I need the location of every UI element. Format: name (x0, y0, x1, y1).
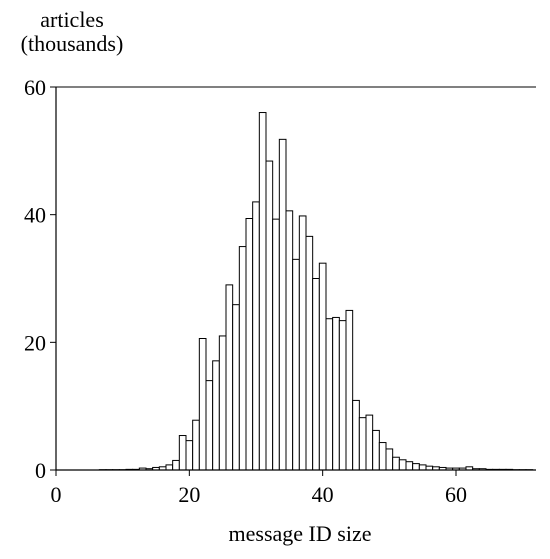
y-axis-label-line-2: (thousands) (20, 31, 124, 56)
histogram-bar (372, 429, 380, 471)
histogram-bar (245, 218, 254, 471)
histogram-bar (185, 440, 194, 471)
histogram-bar (332, 316, 340, 471)
histogram-bar (352, 399, 360, 471)
bars-group (98, 112, 534, 471)
histogram-bar (198, 338, 207, 471)
histogram-bar (378, 442, 387, 471)
y-tick-label: 0 (35, 458, 46, 483)
histogram-bar (345, 309, 354, 471)
histogram-bar (318, 262, 327, 471)
x-tick-label: 0 (51, 482, 62, 507)
histogram-bar (218, 335, 227, 471)
histogram-bar (192, 419, 200, 471)
y-axis-label-line-1: articles (40, 7, 104, 32)
histogram-bar (212, 360, 220, 471)
histogram-bar (338, 320, 347, 471)
histogram-bar (172, 459, 180, 471)
histogram-bar (325, 318, 334, 471)
x-tick-label: 20 (178, 482, 200, 507)
histogram-bar (405, 461, 414, 471)
x-tick-label: 40 (312, 482, 334, 507)
histogram-bar (252, 201, 260, 471)
histogram-bar (292, 258, 300, 471)
histogram-bar (358, 417, 367, 471)
histogram-bar (418, 464, 427, 471)
histogram-bar (312, 278, 320, 471)
histogram-bar (258, 112, 267, 471)
histogram-bar (278, 138, 287, 471)
histogram-bar (365, 414, 374, 471)
y-tick-label: 40 (24, 203, 46, 228)
histogram-bar (285, 210, 294, 471)
histogram-bar (232, 304, 240, 471)
histogram-bar (225, 284, 234, 471)
histogram-bar (392, 456, 400, 471)
y-axis-label: articles (thousands) (21, 8, 124, 56)
ticks-group: 0 20 40 60 0 20 40 60 (24, 75, 467, 507)
y-tick-label: 20 (24, 330, 46, 355)
histogram-bar (272, 218, 280, 471)
y-tick-label: 60 (24, 75, 46, 100)
histogram-bar (178, 435, 187, 471)
histogram-bar (298, 215, 307, 471)
histogram-bar (165, 464, 174, 471)
histogram-bar (205, 380, 214, 471)
histogram-bar (398, 459, 407, 471)
x-axis-label: message ID size (228, 521, 372, 546)
histogram-bar (305, 235, 314, 471)
histogram-bar (412, 463, 420, 471)
histogram-bar (265, 160, 274, 471)
x-tick-label: 60 (445, 482, 467, 507)
histogram-bar (238, 246, 247, 471)
histogram-bar (385, 448, 394, 471)
